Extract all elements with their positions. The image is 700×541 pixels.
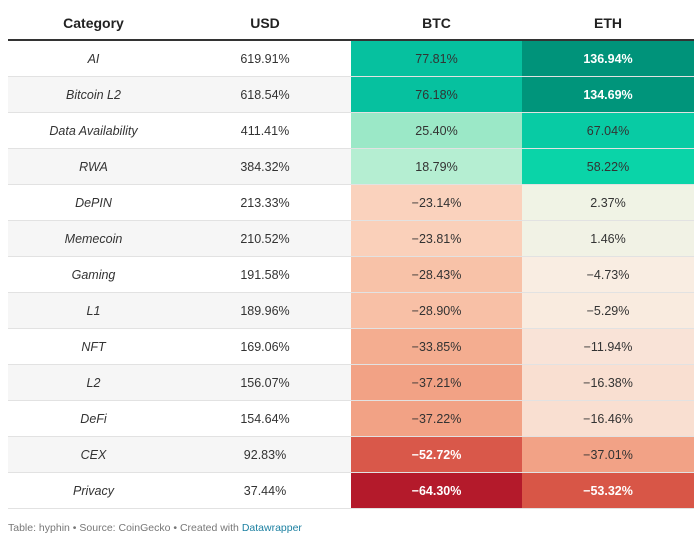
table-row: L2 156.07% −37.21% −16.38%: [8, 364, 694, 401]
btc-cell: −23.14%: [351, 184, 522, 221]
category-cell: DePIN: [8, 184, 179, 221]
btc-cell: −64.30%: [351, 472, 522, 509]
category-cell: Bitcoin L2: [8, 76, 179, 113]
table-row: DePIN 213.33% −23.14% 2.37%: [8, 184, 694, 221]
category-cell: AI: [8, 40, 179, 77]
table-row: Memecoin 210.52% −23.81% 1.46%: [8, 220, 694, 257]
eth-cell: −16.38%: [522, 364, 694, 401]
btc-cell: −28.43%: [351, 256, 522, 293]
eth-cell: 134.69%: [522, 76, 694, 113]
category-cell: Privacy: [8, 472, 179, 509]
btc-cell: 76.18%: [351, 76, 522, 113]
eth-cell: −4.73%: [522, 256, 694, 293]
eth-cell: −11.94%: [522, 328, 694, 365]
category-cell: CEX: [8, 436, 179, 473]
eth-cell: −37.01%: [522, 436, 694, 473]
eth-cell: 136.94%: [522, 40, 694, 77]
btc-cell: −23.81%: [351, 220, 522, 257]
category-cell: DeFi: [8, 400, 179, 437]
category-cell: L1: [8, 292, 179, 329]
table-row: L1 189.96% −28.90% −5.29%: [8, 292, 694, 329]
table-row: Data Availability 411.41% 25.40% 67.04%: [8, 112, 694, 149]
usd-cell: 156.07%: [179, 364, 351, 401]
table-row: Gaming 191.58% −28.43% −4.73%: [8, 256, 694, 293]
table-row: Privacy 37.44% −64.30% −53.32%: [8, 472, 694, 509]
usd-cell: 169.06%: [179, 328, 351, 365]
eth-cell: −16.46%: [522, 400, 694, 437]
usd-cell: 92.83%: [179, 436, 351, 473]
column-header-btc[interactable]: BTC: [351, 6, 522, 41]
eth-cell: 1.46%: [522, 220, 694, 257]
usd-cell: 191.58%: [179, 256, 351, 293]
usd-cell: 411.41%: [179, 112, 351, 149]
btc-cell: −37.21%: [351, 364, 522, 401]
data-table-container: Category USD BTC ETH AI 619.91% 77.81% 136.…: [8, 6, 694, 509]
btc-cell: 25.40%: [351, 112, 522, 149]
footer-credits: Table: hyphin • Source: CoinGecko • Crea…: [8, 522, 302, 534]
table-row: CEX 92.83% −52.72% −37.01%: [8, 436, 694, 473]
column-header-usd[interactable]: USD: [179, 6, 351, 41]
header-row: Category USD BTC ETH: [8, 6, 694, 41]
btc-cell: −37.22%: [351, 400, 522, 437]
usd-cell: 619.91%: [179, 40, 351, 77]
category-cell: L2: [8, 364, 179, 401]
category-cell: Memecoin: [8, 220, 179, 257]
usd-cell: 37.44%: [179, 472, 351, 509]
usd-cell: 618.54%: [179, 76, 351, 113]
btc-cell: 77.81%: [351, 40, 522, 77]
table-row: Bitcoin L2 618.54% 76.18% 134.69%: [8, 76, 694, 113]
eth-cell: −53.32%: [522, 472, 694, 509]
usd-cell: 189.96%: [179, 292, 351, 329]
table-body: AI 619.91% 77.81% 136.94% Bitcoin L2 618.54% 7…: [8, 40, 694, 509]
eth-cell: −5.29%: [522, 292, 694, 329]
eth-cell: 67.04%: [522, 112, 694, 149]
category-cell: RWA: [8, 148, 179, 185]
column-header-eth[interactable]: ETH: [522, 6, 694, 41]
btc-cell: −33.85%: [351, 328, 522, 365]
usd-cell: 384.32%: [179, 148, 351, 185]
table-row: RWA 384.32% 18.79% 58.22%: [8, 148, 694, 185]
table-row: DeFi 154.64% −37.22% −16.46%: [8, 400, 694, 437]
datawrapper-link[interactable]: Datawrapper: [241, 522, 302, 534]
btc-cell: 18.79%: [351, 148, 522, 185]
btc-cell: −52.72%: [351, 436, 522, 473]
footer-text: Table: hyphin • Source: CoinGecko • Crea…: [8, 522, 242, 534]
category-cell: Data Availability: [8, 112, 179, 149]
usd-cell: 210.52%: [179, 220, 351, 257]
column-header-category[interactable]: Category: [8, 6, 179, 41]
table-row: AI 619.91% 77.81% 136.94%: [8, 40, 694, 77]
data-table: Category USD BTC ETH AI 619.91% 77.81% 136.…: [8, 6, 694, 509]
btc-cell: −28.90%: [351, 292, 522, 329]
table-row: NFT 169.06% −33.85% −11.94%: [8, 328, 694, 365]
usd-cell: 154.64%: [179, 400, 351, 437]
category-cell: Gaming: [8, 256, 179, 293]
eth-cell: 58.22%: [522, 148, 694, 185]
category-cell: NFT: [8, 328, 179, 365]
eth-cell: 2.37%: [522, 184, 694, 221]
usd-cell: 213.33%: [179, 184, 351, 221]
